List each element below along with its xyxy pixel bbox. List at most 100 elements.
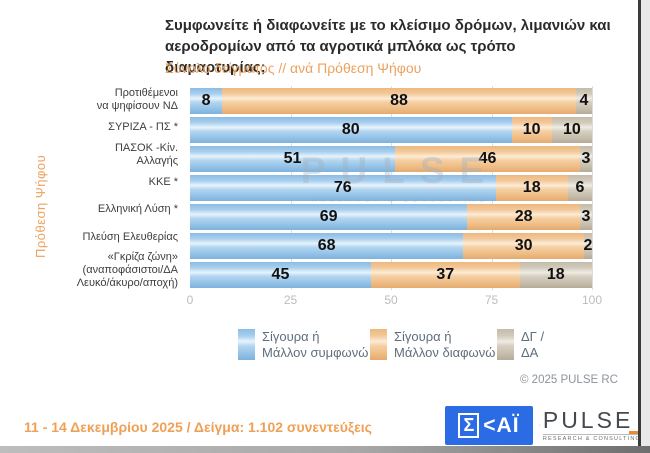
- chart-subtitle: Σύνολο δείγματος // ανά Πρόθεση Ψήφου: [165, 60, 422, 76]
- bar-segment-agree: 69: [190, 204, 468, 231]
- legend-label-disagree: Σίγουρα ή Μάλλον διαφωνώ: [394, 329, 495, 362]
- frame-right-margin: [641, 0, 650, 453]
- category-labels: Προτιθέμενοι να ψηφίσουν ΝΔ ΣΥΡΙΖΑ - ΠΣ * Π…: [52, 86, 184, 290]
- chart-title: Συμφωνείτε ή διαφωνείτε με το κλείσιμο δ…: [165, 15, 615, 78]
- bar-value: 88: [390, 91, 408, 109]
- pulse-logo-text: PULSE RESEARCH & CONSULTING: [542, 408, 641, 442]
- bar-value: 18: [546, 266, 565, 284]
- legend-swatch-dontknow: [497, 329, 514, 360]
- bar-segment-agree: 45: [190, 262, 371, 289]
- chart-title-line1: Συμφωνείτε ή διαφωνείτε με το κλείσιμο δ…: [165, 17, 611, 34]
- bar-value: 37: [436, 266, 455, 284]
- bar-value: 51: [283, 149, 302, 167]
- category-label: Πλεύση Ελευθερίας: [82, 230, 178, 243]
- bar-segment-disagree: 37: [370, 262, 520, 289]
- legend-label-dontknow: ΔΓ / ΔΑ: [521, 329, 544, 362]
- legend-label-agree: Σίγουρα ή Μάλλον συμφωνώ: [262, 329, 368, 362]
- x-tick: 100: [581, 293, 603, 307]
- bar-segment-disagree: 46: [395, 145, 580, 172]
- bar-segment-disagree: 30: [463, 233, 584, 260]
- legend-item-dontknow: ΔΓ / ΔΑ: [497, 329, 544, 362]
- bar-row: 80 10 10: [190, 115, 592, 144]
- legend-label-agree-line1: Σίγουρα ή: [262, 329, 320, 344]
- x-tick: 50: [384, 293, 398, 307]
- legend-label-dontknow-line1: ΔΓ /: [521, 329, 545, 344]
- bar-value: 3: [581, 208, 591, 226]
- bar-segment-agree: 80: [190, 116, 512, 143]
- bar-segment-disagree: 18: [495, 174, 568, 201]
- bar-row: 8 88 4: [190, 86, 592, 115]
- x-axis: 0 25 50 75 100: [186, 293, 602, 307]
- bar-segment-dontknow: 10: [551, 116, 592, 143]
- bar-segment-dontknow: 3: [579, 145, 592, 172]
- pulse-logo: PULSE RESEARCH & CONSULTING: [539, 401, 641, 449]
- category-label: Προτιθέμενοι να ψηφίσουν ΝΔ: [96, 86, 178, 112]
- category-label: ΣΥΡΙΖΑ - ΠΣ *: [108, 120, 178, 133]
- bar-segment-disagree: 10: [511, 116, 552, 143]
- plot-area: 8 88 4 80 10 10 51 46 3 76 18 6 69 28 3 68 30 2 45 37 18: [190, 86, 593, 290]
- pulse-logo-rule: [542, 430, 641, 435]
- legend-item-disagree: Σίγουρα ή Μάλλον διαφωνώ: [370, 329, 495, 362]
- pulse-waveform-icon: [539, 424, 540, 426]
- gridline: [592, 86, 593, 290]
- bar-segment-dontknow: 4: [575, 87, 592, 114]
- bar-value: 4: [579, 91, 589, 109]
- frame-bottom-border: [0, 446, 650, 453]
- bar-segment-disagree: 88: [222, 87, 576, 114]
- copyright-text: © 2025 PULSE RC: [520, 374, 618, 386]
- bar-segment-disagree: 28: [467, 204, 580, 231]
- legend-swatch-disagree: [370, 329, 387, 360]
- bar-value: 80: [341, 120, 360, 138]
- legend-label-disagree-line2: Μάλλον διαφωνώ: [394, 345, 496, 361]
- bar-value: 46: [478, 149, 497, 167]
- bar-value: 69: [319, 208, 338, 226]
- skai-logo: Σ <ΑΪ: [445, 406, 533, 445]
- bar-segment-agree: 76: [190, 174, 496, 201]
- legend-label-dontknow-line2: ΔΑ: [521, 345, 539, 361]
- bar-value: 3: [581, 149, 591, 167]
- bar-value: 10: [562, 120, 581, 138]
- pulse-logo-accent: [629, 430, 641, 434]
- bar-segment-agree: 68: [190, 233, 464, 260]
- bar-row: 45 37 18: [190, 261, 592, 290]
- chart-title-line2: αεροδρομίων από τα αγροτικά μπλόκα ως τρ…: [165, 38, 516, 76]
- skai-logo-sigma: Σ: [458, 412, 480, 439]
- bar-segment-dontknow: 2: [583, 233, 593, 260]
- bar-row: 51 46 3: [190, 144, 592, 173]
- bar-row: 68 30 2: [190, 232, 592, 261]
- skai-logo-letters: <ΑΪ: [483, 413, 520, 437]
- bar-row: 76 18 6: [190, 173, 592, 202]
- legend-item-agree: Σίγουρα ή Μάλλον συμφωνώ: [238, 329, 368, 362]
- bar-segment-dontknow: 3: [579, 204, 592, 231]
- x-tick: 0: [186, 293, 194, 307]
- x-tick: 25: [283, 293, 298, 307]
- legend-label-agree-line2: Μάλλον συμφωνώ: [262, 345, 369, 361]
- bar-value: 8: [201, 91, 211, 109]
- bar-value: 76: [333, 178, 352, 196]
- frame-right-border: [638, 0, 641, 453]
- legend-swatch-agree: [238, 329, 255, 360]
- pulse-logo-subtext: RESEARCH & CONSULTING: [542, 435, 641, 442]
- bar-value: 2: [583, 237, 593, 255]
- bar-segment-dontknow: 18: [519, 262, 592, 289]
- bar-segment-agree: 51: [190, 145, 396, 172]
- category-label: «Γκρίζα ζώνη» (αναποφάσιστοι/ΔΑ Λευκό/άκυρ…: [76, 251, 178, 290]
- bar-value: 6: [575, 178, 585, 196]
- bar-value: 68: [317, 237, 336, 255]
- bar-value: 28: [514, 208, 533, 226]
- y-axis-label: Πρόθεση Ψήφου: [33, 154, 48, 258]
- bar-value: 30: [514, 237, 533, 255]
- bar-row: 69 28 3: [190, 203, 592, 232]
- bar-value: 10: [522, 120, 541, 138]
- category-label: ΚΚΕ *: [148, 175, 178, 188]
- category-label: Ελληνική Λύση *: [97, 203, 178, 216]
- bar-segment-dontknow: 6: [567, 174, 592, 201]
- legend-label-disagree-line1: Σίγουρα ή: [394, 329, 452, 344]
- fieldwork-text: 11 - 14 Δεκεμβρίου 2025 / Δείγμα: 1.102 …: [24, 419, 372, 435]
- x-tick: 75: [484, 293, 499, 307]
- category-label: ΠΑΣΟΚ -Κίν. Αλλαγής: [114, 141, 178, 167]
- bar-value: 18: [522, 178, 541, 196]
- bar-value: 45: [271, 266, 290, 284]
- bar-segment-agree: 8: [190, 87, 223, 114]
